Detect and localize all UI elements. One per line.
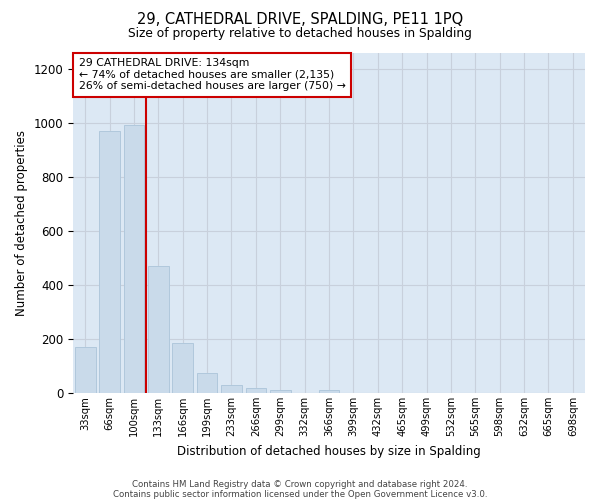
Bar	[319, 390, 340, 393]
Y-axis label: Number of detached properties: Number of detached properties	[15, 130, 28, 316]
Text: 29, CATHEDRAL DRIVE, SPALDING, PE11 1PQ: 29, CATHEDRAL DRIVE, SPALDING, PE11 1PQ	[137, 12, 463, 28]
Bar	[75, 347, 95, 393]
Bar	[148, 266, 169, 393]
Bar	[99, 131, 120, 393]
Bar	[124, 126, 145, 393]
Text: Contains HM Land Registry data © Crown copyright and database right 2024.: Contains HM Land Registry data © Crown c…	[132, 480, 468, 489]
Text: Size of property relative to detached houses in Spalding: Size of property relative to detached ho…	[128, 28, 472, 40]
Bar	[197, 372, 217, 393]
Bar	[221, 386, 242, 393]
Bar	[172, 343, 193, 393]
Bar	[245, 388, 266, 393]
Text: Contains public sector information licensed under the Open Government Licence v3: Contains public sector information licen…	[113, 490, 487, 499]
X-axis label: Distribution of detached houses by size in Spalding: Distribution of detached houses by size …	[177, 444, 481, 458]
Bar	[270, 390, 290, 393]
Text: 29 CATHEDRAL DRIVE: 134sqm
← 74% of detached houses are smaller (2,135)
26% of s: 29 CATHEDRAL DRIVE: 134sqm ← 74% of deta…	[79, 58, 346, 92]
